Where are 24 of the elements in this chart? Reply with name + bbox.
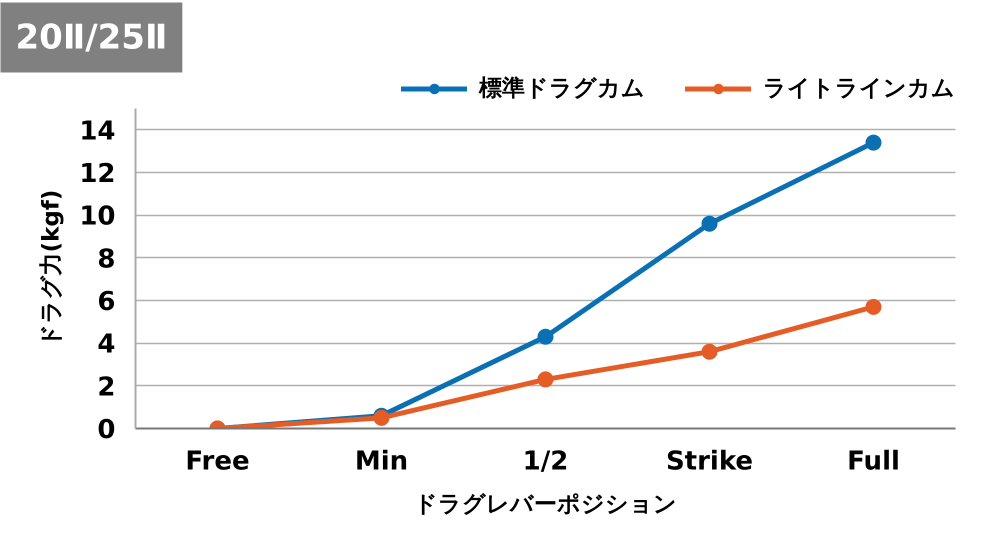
point: [866, 298, 882, 315]
legend-label: ライトラインカム: [763, 74, 955, 104]
point: [702, 344, 718, 360]
y-tick-label: 2: [97, 372, 116, 402]
x-tick-label: 1/2: [522, 446, 568, 476]
x-tick-label: Free: [185, 446, 250, 476]
y-tick-label: 14: [79, 116, 116, 146]
legend-label: 標準ドラグカム: [479, 74, 645, 104]
y-tick-label: 0: [97, 415, 116, 445]
x-tick-label: Strike: [666, 446, 754, 476]
chart-title: 20Ⅱ/25Ⅱ: [16, 18, 168, 58]
y-tick-label: 6: [97, 287, 116, 317]
y-tick-label: 4: [97, 330, 116, 360]
y-axis-title: ドラグ力(kgf): [38, 190, 64, 348]
x-tick-label: Full: [847, 446, 900, 476]
y-tick-label: 8: [97, 244, 116, 274]
x-tick-label: Min: [354, 446, 408, 476]
point: [538, 371, 554, 388]
point: [866, 134, 882, 151]
point: [702, 216, 718, 232]
y-tick-label: 12: [79, 159, 116, 189]
x-axis-title: ドラグレバーポジション: [414, 492, 677, 518]
y-tick-label: 10: [79, 202, 116, 232]
point: [538, 328, 554, 345]
